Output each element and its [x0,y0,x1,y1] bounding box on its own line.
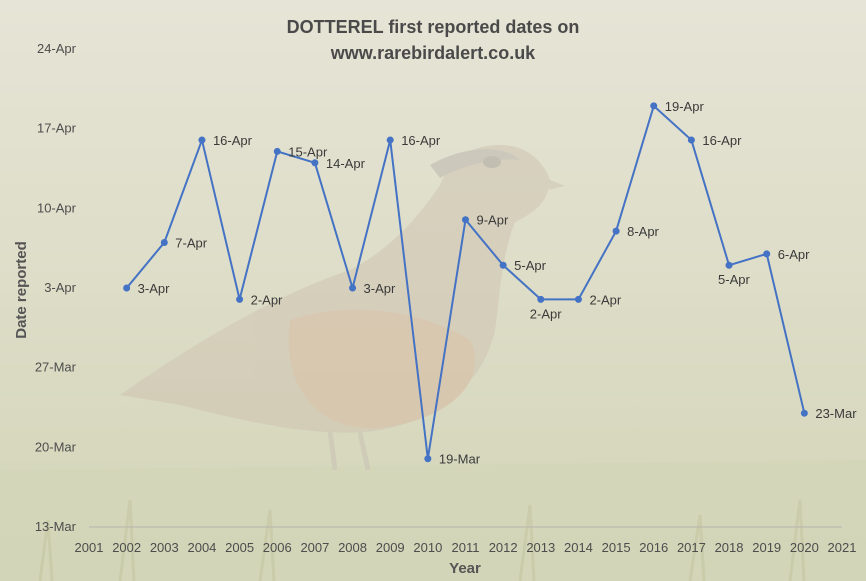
x-tick-label: 2011 [452,540,480,555]
data-point [537,295,545,303]
data-label: 19-Apr [665,99,705,114]
data-label: 6-Apr [778,247,810,262]
data-label: 16-Apr [401,133,441,148]
data-point [725,261,733,269]
y-tick-label: 10-Apr [37,200,77,215]
y-axis-title: Date reported [13,241,30,339]
chart-title-block: DOTTEREL first reported dates on www.rar… [0,14,866,66]
y-tick-label: 27-Mar [35,360,77,375]
x-tick-label: 2001 [75,540,104,555]
chart-subtitle: www.rarebirdalert.co.uk [330,43,536,63]
chart-title: DOTTEREL first reported dates on [286,17,580,37]
series-markers [123,102,808,463]
data-point [574,295,582,303]
data-point [462,216,469,224]
data-point [311,159,319,167]
x-tick-label: 2019 [752,540,781,555]
data-label: 16-Apr [213,133,253,148]
x-tick-label: 2007 [300,540,329,555]
x-tick-label: 2015 [602,540,631,555]
x-tick-label: 2010 [413,540,442,555]
data-label: 9-Apr [477,213,509,228]
data-point [123,284,131,292]
x-tick-label: 2004 [187,540,216,555]
y-tick-label: 13-Mar [35,519,77,534]
data-point [236,295,244,303]
data-point [800,409,808,417]
data-point [763,250,771,258]
data-point [424,455,432,463]
x-tick-label: 2021 [828,540,857,555]
data-label: 14-Apr [326,156,366,171]
x-tick-label: 2002 [112,540,141,555]
data-label: 2-Apr [251,292,283,307]
data-point [160,238,168,246]
data-point [273,147,281,155]
y-tick-label: 17-Apr [37,121,77,136]
data-label: 5-Apr [718,272,750,287]
data-label: 3-Apr [138,281,170,296]
data-label: 15-Apr [288,144,328,159]
x-tick-label: 2020 [790,540,819,555]
y-axis-ticks: 13-Mar 20-Mar 27-Mar 3-Apr 10-Apr 17-Apr 24-Ap… [35,41,77,534]
x-axis-title: Year [449,560,481,577]
data-label: 5-Apr [514,258,546,273]
data-label: 3-Apr [364,281,396,296]
data-point [612,227,620,235]
x-tick-label: 2016 [639,540,668,555]
data-label: 8-Apr [627,224,659,239]
x-tick-label: 2014 [564,540,593,555]
data-label: 2-Apr [589,292,621,307]
data-point [687,136,695,144]
data-label: 19-Mar [439,452,481,467]
x-tick-label: 2012 [489,540,518,555]
x-tick-label: 2006 [263,540,292,555]
x-tick-label: 2009 [376,540,405,555]
x-axis-ticks: 2001 2002 2003 2004 2005 2006 2007 2008 2009 2010… [75,540,857,555]
data-point [499,261,507,269]
data-label: 16-Apr [702,133,742,148]
data-point [198,136,206,144]
data-point [349,284,357,292]
y-tick-label: 24-Apr [37,41,77,56]
x-tick-label: 2017 [677,540,706,555]
data-point [386,136,394,144]
x-tick-label: 2018 [715,540,744,555]
series-line [125,104,806,459]
x-tick-label: 2003 [150,540,179,555]
data-label: 2-Apr [530,306,562,321]
data-label: 23-Mar [815,406,857,421]
y-tick-label: 3-Apr [44,280,76,295]
x-tick-label: 2005 [225,540,254,555]
x-tick-label: 2013 [526,540,555,555]
data-label: 7-Apr [175,235,207,250]
data-point [650,102,658,110]
y-tick-label: 20-Mar [35,439,77,454]
x-tick-label: 2008 [338,540,367,555]
